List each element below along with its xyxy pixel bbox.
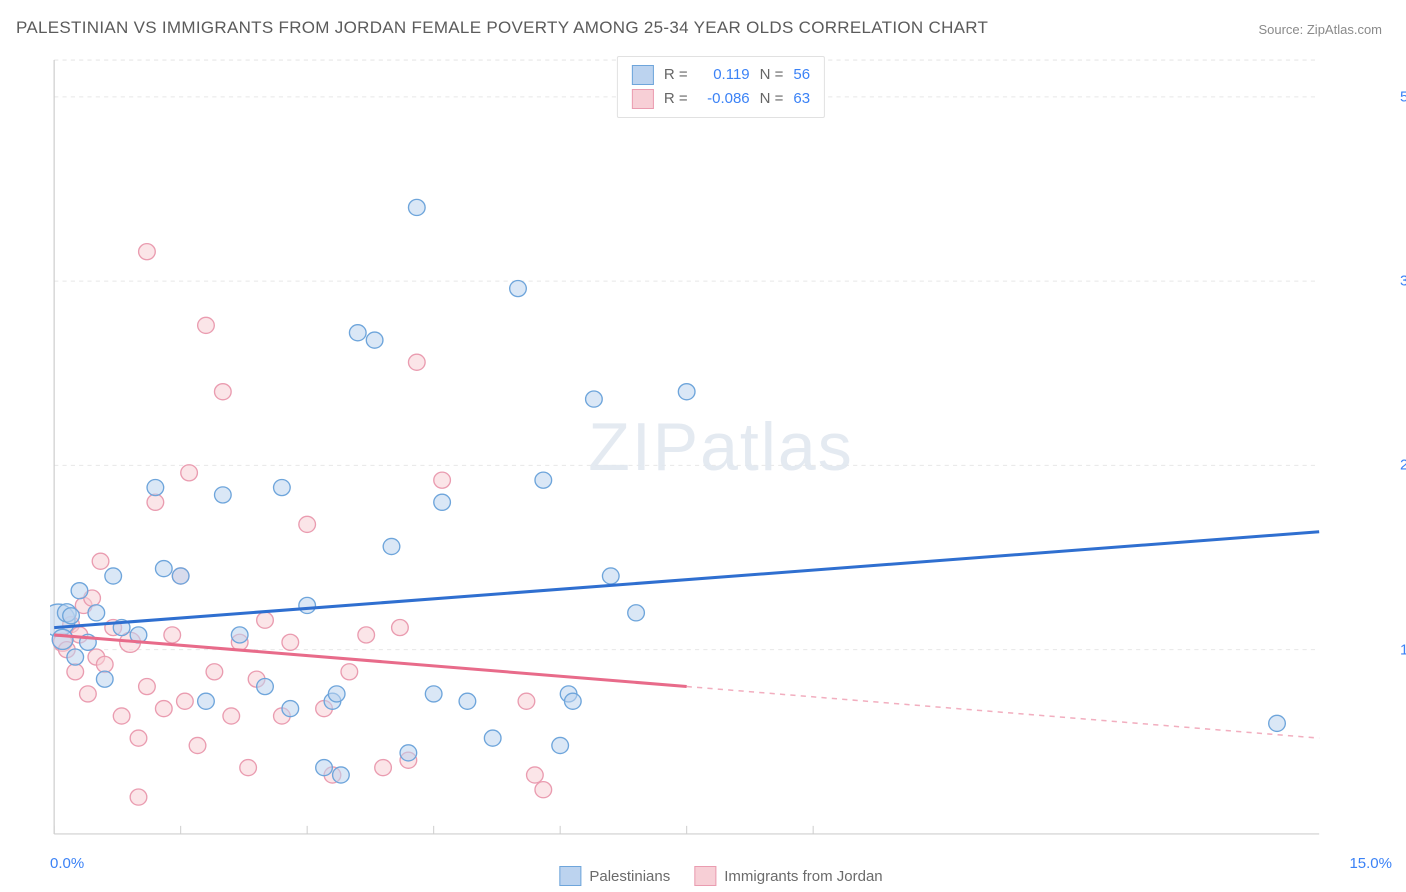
n-label: N = [760, 87, 784, 111]
scatter-plot [50, 52, 1392, 842]
y-tick-label: 37.5% [1400, 273, 1406, 290]
chart-region: Female Poverty Among 25-34 Year Olds ZIP… [50, 52, 1392, 842]
swatch-icon [632, 89, 654, 109]
legend-item-b: Immigrants from Jordan [694, 866, 882, 886]
r-label: R = [664, 87, 688, 111]
series-b-label: Immigrants from Jordan [724, 868, 882, 885]
n-value-b: 63 [793, 87, 810, 111]
legend-item-a: Palestinians [559, 866, 670, 886]
correlation-legend: R = 0.119 N = 56 R = -0.086 N = 63 [617, 56, 825, 118]
legend-row-a: R = 0.119 N = 56 [632, 63, 810, 87]
legend-row-b: R = -0.086 N = 63 [632, 87, 810, 111]
chart-title: PALESTINIAN VS IMMIGRANTS FROM JORDAN FE… [16, 18, 988, 38]
r-value-b: -0.086 [698, 87, 750, 111]
n-label: N = [760, 63, 784, 87]
series-a-label: Palestinians [589, 868, 670, 885]
series-legend: Palestinians Immigrants from Jordan [559, 866, 882, 886]
swatch-icon [632, 65, 654, 85]
y-tick-label: 50.0% [1400, 88, 1406, 105]
y-tick-label: 12.5% [1400, 641, 1406, 658]
x-axis-max-label: 15.0% [1349, 855, 1392, 872]
r-value-a: 0.119 [698, 63, 750, 87]
x-axis-min-label: 0.0% [50, 855, 84, 872]
n-value-a: 56 [793, 63, 810, 87]
swatch-icon [694, 866, 716, 886]
r-label: R = [664, 63, 688, 87]
source-label: Source: ZipAtlas.com [1258, 22, 1382, 37]
y-tick-label: 25.0% [1400, 457, 1406, 474]
swatch-icon [559, 866, 581, 886]
